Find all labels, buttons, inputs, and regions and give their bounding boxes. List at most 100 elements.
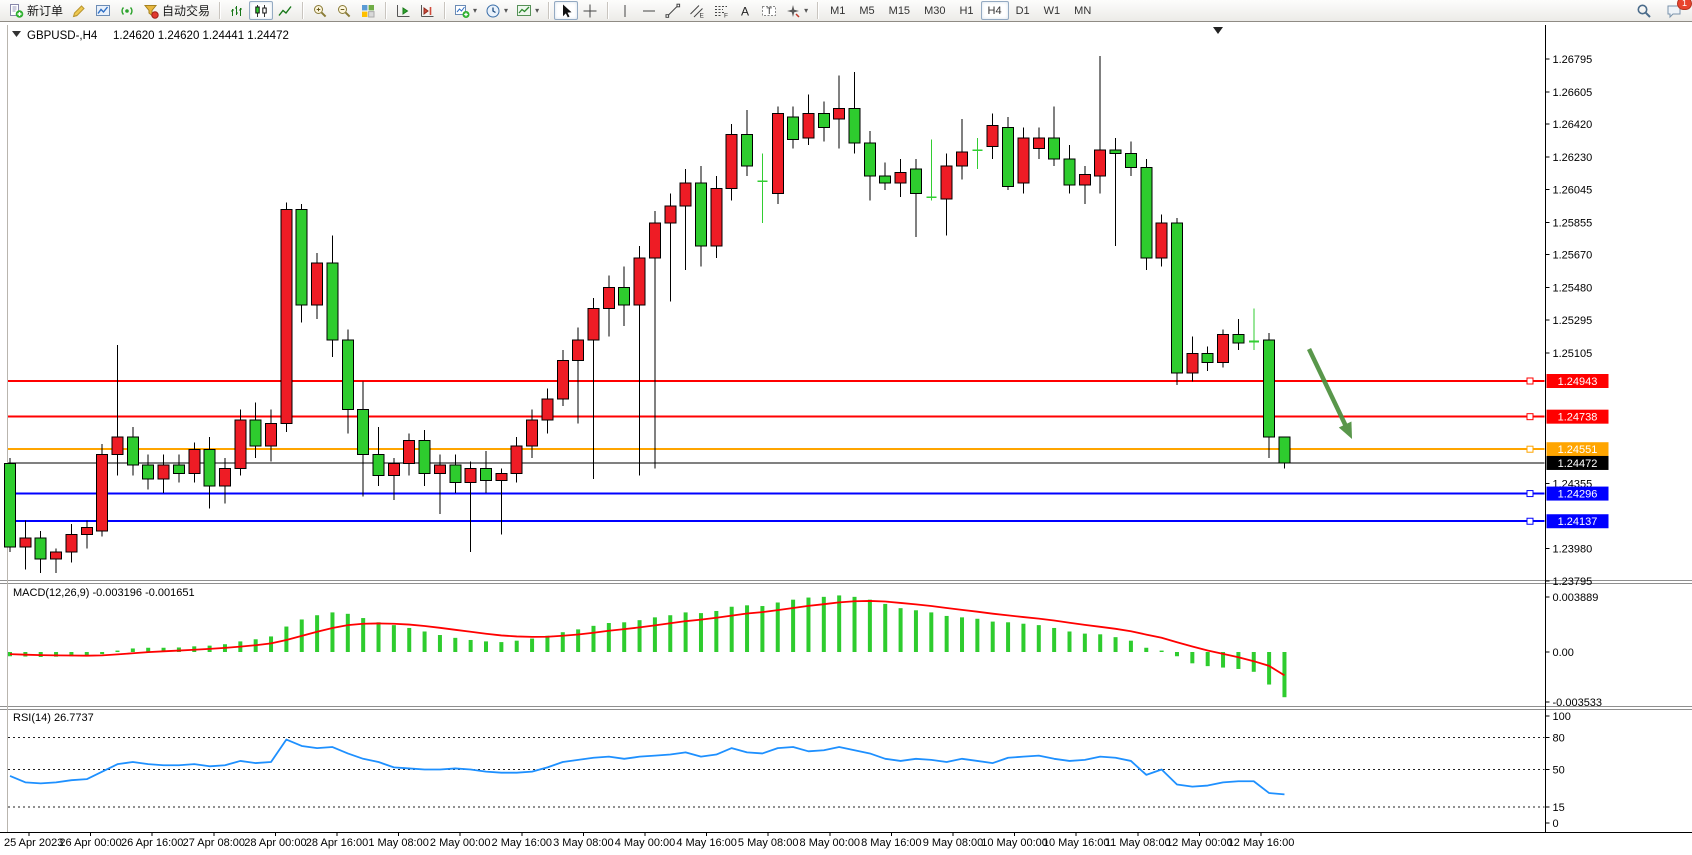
candle-body (1263, 339, 1276, 438)
auto-trading-button[interactable]: 自动交易 (139, 1, 214, 20)
auto-scroll-button[interactable] (391, 1, 415, 20)
macd-histogram-bar (1113, 637, 1118, 652)
time-tick-label: 9 May 08:00 (923, 837, 984, 849)
macd-histogram-bar (576, 629, 581, 652)
macd-histogram-bar (591, 625, 596, 652)
candle-body (802, 113, 815, 139)
timeframe-d1-button[interactable]: D1 (1009, 1, 1037, 20)
timeframe-mn-button[interactable]: MN (1067, 1, 1098, 20)
price-level-badge: 1.24472 (1546, 455, 1609, 470)
level-anchor[interactable] (1526, 490, 1534, 498)
macd-histogram-bar (84, 652, 89, 656)
macd-histogram-bar (100, 652, 105, 655)
bar-chart-button[interactable] (225, 1, 249, 20)
macd-histogram-bar (1159, 650, 1164, 652)
text-label-button[interactable]: T (757, 1, 781, 20)
new-order-button-label: 新订单 (27, 4, 64, 18)
new-order-button[interactable]: 新订单 (4, 1, 67, 20)
timeframe-m30-button-label: M30 (924, 4, 946, 17)
macd-histogram-bar (821, 596, 826, 652)
signal-button[interactable] (115, 1, 139, 20)
rsi-panel: RSI(14) 26.7737 (9, 712, 1285, 796)
template-dropdown[interactable]: ▾ (512, 1, 543, 20)
macd-panel: MACD(12,26,9) -0.003196 -0.001651 (8, 587, 1287, 698)
chart-canvas[interactable]: 1.26795 1.26605 1.26420 1.26230 1.26045 1.258… (0, 22, 1692, 855)
candle-body (341, 339, 354, 410)
candlestick-chart-button[interactable] (249, 1, 274, 20)
macd-histogram-bar (484, 641, 489, 652)
fibonacci-button[interactable]: F (709, 1, 733, 20)
candle-body (664, 205, 677, 224)
arrow-annotation[interactable] (1307, 348, 1353, 439)
chart-shift-button[interactable] (415, 1, 439, 20)
macd-histogram-bar (1082, 633, 1087, 652)
line-chart-button[interactable] (273, 1, 297, 20)
macd-histogram-bar (913, 610, 918, 652)
metaeditor-button[interactable] (67, 1, 91, 20)
macd-histogram-bar (146, 647, 151, 652)
search-button[interactable] (1632, 1, 1656, 20)
text-button[interactable]: A (733, 1, 757, 20)
new-chart-dropdown[interactable]: ▾ (450, 1, 481, 20)
timeframe-m30-button[interactable]: M30 (917, 1, 952, 20)
channel-icon: E (689, 3, 705, 19)
vertical-line-button[interactable] (613, 1, 637, 20)
fibo-icon: F (713, 3, 729, 19)
candle-body (203, 448, 216, 487)
trendline-button[interactable] (661, 1, 685, 20)
candle-body (357, 408, 370, 456)
equidistant-channel-button[interactable]: E (685, 1, 709, 20)
level-anchor[interactable] (1526, 377, 1534, 385)
macd-histogram-bar (468, 639, 473, 652)
svg-text:E: E (700, 12, 705, 19)
period-dropdown[interactable]: ▾ (481, 1, 512, 20)
candle-body (403, 440, 416, 464)
hline-icon (641, 3, 657, 19)
chart-shift-marker[interactable] (1213, 27, 1223, 34)
candle-body (863, 142, 876, 177)
svg-text:F: F (724, 12, 728, 19)
candle-body (387, 462, 400, 476)
tile-windows-button[interactable] (356, 1, 380, 20)
candle-body (96, 454, 109, 532)
level-anchor[interactable] (1526, 517, 1534, 525)
symbol-dropdown-icon[interactable] (12, 31, 21, 37)
bar-chart-icon (229, 3, 245, 19)
candle-body (1278, 436, 1291, 464)
pencil-icon (71, 3, 87, 19)
candle-body (940, 165, 953, 200)
macd-histogram-bar (545, 635, 550, 652)
zoom-out-button[interactable] (332, 1, 356, 20)
horizontal-line-button[interactable] (637, 1, 661, 20)
tile-windows-icon (360, 3, 376, 19)
chart-plot-area[interactable] (0, 22, 1692, 855)
charts-button[interactable] (91, 1, 115, 20)
candle-body (1048, 137, 1061, 160)
candle-body (602, 287, 615, 309)
toolbar-groups: 新订单 自动交易 ▾ ▾ ▾ E F A T ▾ M1 M5 M15 M30 H1 H4 D1 W1 MN (4, 1, 1098, 20)
candle-body (1032, 137, 1045, 149)
crosshair-button[interactable] (578, 1, 602, 20)
macd-histogram-bar (990, 621, 995, 652)
macd-histogram-bar (683, 612, 688, 652)
arrows-dropdown[interactable]: ▾ (781, 1, 812, 20)
macd-signal-line (9, 600, 1285, 677)
timeframe-h4-button[interactable]: H4 (980, 1, 1009, 20)
macd-histogram-bar (960, 617, 965, 652)
level-anchor[interactable] (1526, 445, 1534, 453)
zoom-in-button[interactable] (308, 1, 332, 20)
macd-histogram-bar (760, 606, 765, 652)
candle-body (633, 257, 646, 306)
macd-histogram-bar (622, 622, 627, 652)
candle-body (986, 125, 999, 148)
timeframe-m5-button[interactable]: M5 (852, 1, 881, 20)
dropdown-caret-icon: ▾ (535, 5, 540, 15)
timeframe-h1-button[interactable]: H1 (952, 1, 980, 20)
macd-histogram-bar (745, 605, 750, 652)
timeframe-m15-button[interactable]: M15 (882, 1, 917, 20)
level-anchor[interactable] (1526, 413, 1534, 421)
timeframe-w1-button[interactable]: W1 (1037, 1, 1068, 20)
timeframe-m1-button[interactable]: M1 (823, 1, 852, 20)
cursor-button[interactable] (554, 1, 579, 20)
